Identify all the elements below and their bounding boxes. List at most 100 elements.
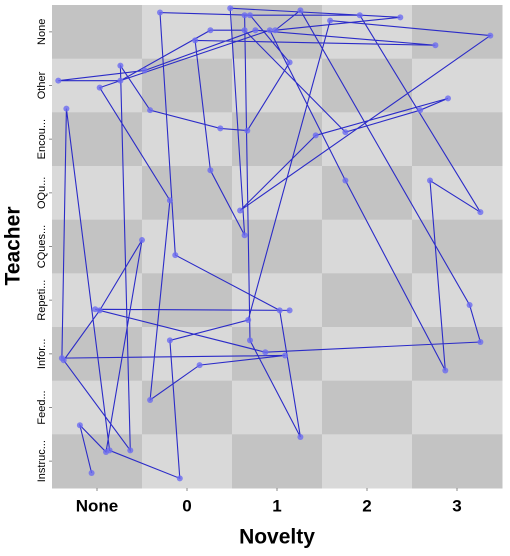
- data-point: [445, 95, 451, 102]
- checker-cell: [142, 166, 233, 221]
- data-point: [92, 306, 99, 313]
- checker-cell: [142, 380, 233, 435]
- checker-cell: [412, 219, 503, 274]
- data-point: [342, 129, 349, 136]
- data-point: [217, 125, 224, 132]
- data-point: [207, 167, 214, 174]
- checker-cell: [52, 58, 143, 113]
- checker-cell: [232, 219, 323, 274]
- data-point: [55, 77, 62, 84]
- data-point: [262, 349, 269, 356]
- data-point: [282, 352, 289, 359]
- data-point: [96, 307, 103, 314]
- checker-cell: [52, 166, 143, 221]
- data-point: [76, 422, 83, 429]
- y-tick-label: Repeti...: [36, 280, 48, 321]
- y-tick-label: Feed...: [36, 390, 48, 424]
- data-point: [172, 252, 179, 259]
- data-point: [88, 469, 95, 476]
- data-point: [147, 107, 154, 114]
- x-tick-label: 3: [452, 496, 461, 515]
- data-point: [96, 84, 103, 91]
- checker-cell: [322, 327, 413, 382]
- y-tick-label: CQues...: [36, 225, 48, 268]
- checker-cell: [232, 327, 323, 382]
- data-point: [241, 12, 248, 19]
- checker-cell: [52, 380, 143, 435]
- data-point: [297, 434, 304, 441]
- data-point: [127, 447, 134, 454]
- y-tick-label: OQu...: [36, 177, 48, 209]
- data-point: [432, 42, 439, 49]
- data-point: [141, 67, 148, 74]
- data-point: [477, 209, 484, 216]
- data-point: [244, 127, 251, 134]
- data-point: [286, 307, 293, 314]
- data-point: [397, 14, 404, 21]
- data-point: [466, 301, 473, 308]
- y-axis-title: Teacher: [2, 207, 25, 286]
- checker-cell: [412, 327, 503, 382]
- checker-cell: [142, 219, 233, 274]
- x-tick-label: 0: [182, 496, 191, 515]
- x-tick-label: 2: [362, 496, 371, 515]
- data-point: [356, 12, 363, 19]
- data-point: [241, 27, 248, 34]
- checker-cell: [232, 112, 323, 167]
- checker-cell: [322, 434, 413, 489]
- data-point: [192, 37, 199, 44]
- data-point: [442, 367, 449, 374]
- data-point: [196, 362, 203, 369]
- checker-cell: [322, 380, 413, 435]
- y-tick-label: Other: [36, 71, 48, 99]
- data-point: [117, 62, 124, 69]
- checker-cell: [322, 58, 413, 113]
- plot-background: [52, 5, 503, 489]
- data-point: [266, 27, 273, 34]
- checker-cell: [232, 434, 323, 489]
- checker-cell: [142, 273, 233, 328]
- data-point: [247, 12, 253, 19]
- data-point: [241, 232, 248, 239]
- checker-cell: [142, 112, 233, 167]
- data-point: [276, 307, 283, 314]
- data-point: [166, 197, 173, 204]
- x-tick-label: 1: [272, 496, 281, 515]
- checker-cell: [52, 219, 143, 274]
- y-tick-label: None: [36, 19, 48, 45]
- checker-cell: [322, 166, 413, 221]
- data-point: [139, 237, 145, 244]
- checker-cell: [322, 5, 413, 60]
- data-point: [327, 17, 334, 24]
- x-axis-title: Novelty: [239, 526, 315, 549]
- checker-cell: [412, 434, 503, 489]
- data-point: [63, 105, 70, 112]
- data-point: [117, 77, 124, 84]
- checker-cell: [322, 219, 413, 274]
- y-tick-label: Encou...: [36, 119, 48, 159]
- data-point: [227, 5, 234, 12]
- data-point: [147, 396, 154, 403]
- data-point: [286, 59, 293, 66]
- checker-cell: [142, 434, 233, 489]
- checker-cell: [52, 5, 143, 60]
- checker-cell: [52, 112, 143, 167]
- data-point: [342, 177, 349, 184]
- checker-cell: [322, 273, 413, 328]
- data-point: [477, 339, 484, 346]
- checker-cell: [412, 380, 503, 435]
- checker-cell: [232, 380, 323, 435]
- data-line: [58, 7, 492, 480]
- data-point: [207, 27, 214, 34]
- checker-cell: [412, 112, 503, 167]
- data-point: [312, 132, 319, 139]
- data-point: [157, 9, 163, 16]
- data-point: [245, 317, 252, 324]
- checker-cell: [142, 327, 233, 382]
- checker-cell: [412, 273, 503, 328]
- data-point: [272, 27, 279, 34]
- data-point: [297, 7, 304, 14]
- data-point: [166, 337, 173, 344]
